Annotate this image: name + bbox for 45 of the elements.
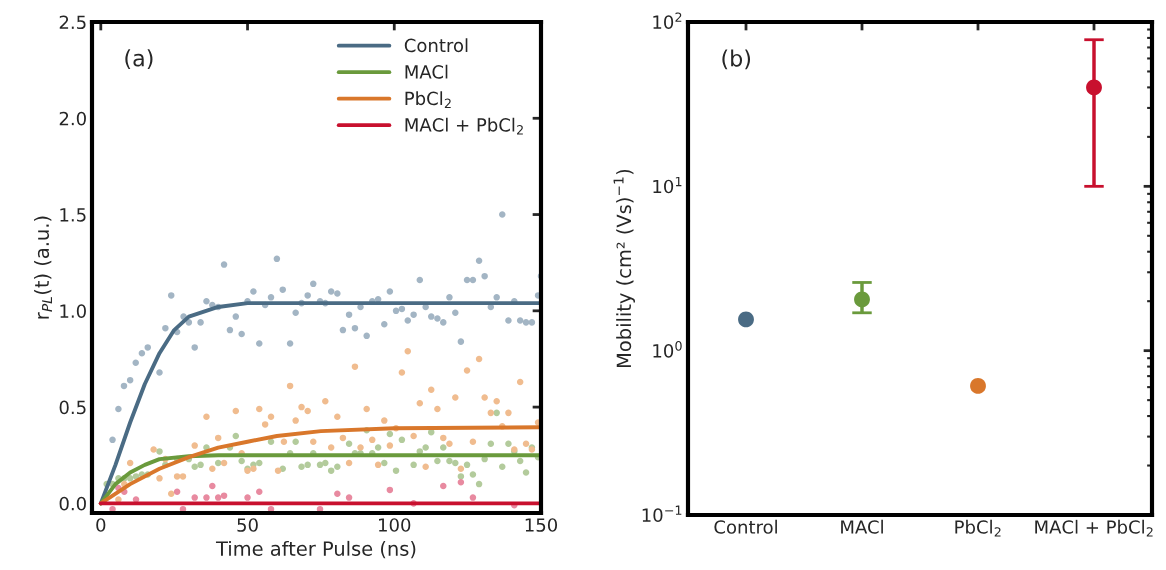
point bbox=[345, 494, 353, 501]
y-tick-label: 10$^{−1}$ bbox=[642, 505, 682, 522]
y-tick-label: 0.0 bbox=[59, 496, 86, 511]
annotation: (b) bbox=[722, 49, 751, 70]
y-axis-title: r$_{PL}$(t) (a.u.) bbox=[34, 216, 52, 319]
point bbox=[970, 378, 986, 394]
point bbox=[203, 494, 210, 501]
point bbox=[334, 490, 341, 497]
x-tick-label: MACl bbox=[841, 519, 883, 534]
y-tick-label: 2.5 bbox=[59, 15, 86, 30]
point bbox=[191, 494, 198, 501]
x-tick-label: 150 bbox=[525, 518, 558, 532]
x-axis-title: Time after Pulse (ns) bbox=[215, 540, 416, 559]
point bbox=[440, 482, 447, 490]
point bbox=[256, 488, 263, 496]
point bbox=[220, 492, 228, 499]
x-tick-label: PbCl$_{2}$ bbox=[955, 519, 1001, 537]
point bbox=[244, 494, 251, 501]
point bbox=[854, 291, 870, 308]
legend-label: MACl bbox=[405, 64, 448, 79]
x-tick-label: Control bbox=[714, 519, 777, 534]
y-tick-label: 1.5 bbox=[60, 208, 86, 222]
x-tick-label: MACl + PbCl$_{2}$ bbox=[1035, 519, 1153, 537]
point bbox=[738, 311, 754, 328]
y-axis-title: Mobility (cm² (Vs)$^{−1}$) bbox=[613, 169, 635, 368]
legend-label: MACl + PbCl$_{2}$ bbox=[405, 117, 523, 135]
y-tick-label: 0.5 bbox=[59, 400, 86, 415]
point bbox=[214, 494, 222, 501]
point bbox=[209, 482, 216, 490]
x-tick-label: 50 bbox=[237, 518, 258, 532]
annotation: (a) bbox=[125, 49, 153, 70]
y-tick-label: 10$^{0}$ bbox=[653, 341, 682, 358]
point bbox=[1086, 79, 1102, 96]
legend-label: Control bbox=[404, 38, 468, 53]
point bbox=[469, 494, 477, 501]
point bbox=[386, 486, 394, 494]
point bbox=[173, 488, 181, 496]
legend-label: PbCl$_{2}$ bbox=[405, 91, 451, 108]
y-tick-label: 1.0 bbox=[60, 304, 86, 318]
y-tick-label: 10$^{2}$ bbox=[653, 12, 682, 29]
x-tick-label: 0 bbox=[96, 518, 106, 532]
y-tick-label: 10$^{1}$ bbox=[653, 176, 682, 194]
y-tick-label: 2.0 bbox=[59, 111, 86, 126]
x-tick-label: 100 bbox=[379, 518, 411, 532]
point bbox=[457, 478, 465, 486]
